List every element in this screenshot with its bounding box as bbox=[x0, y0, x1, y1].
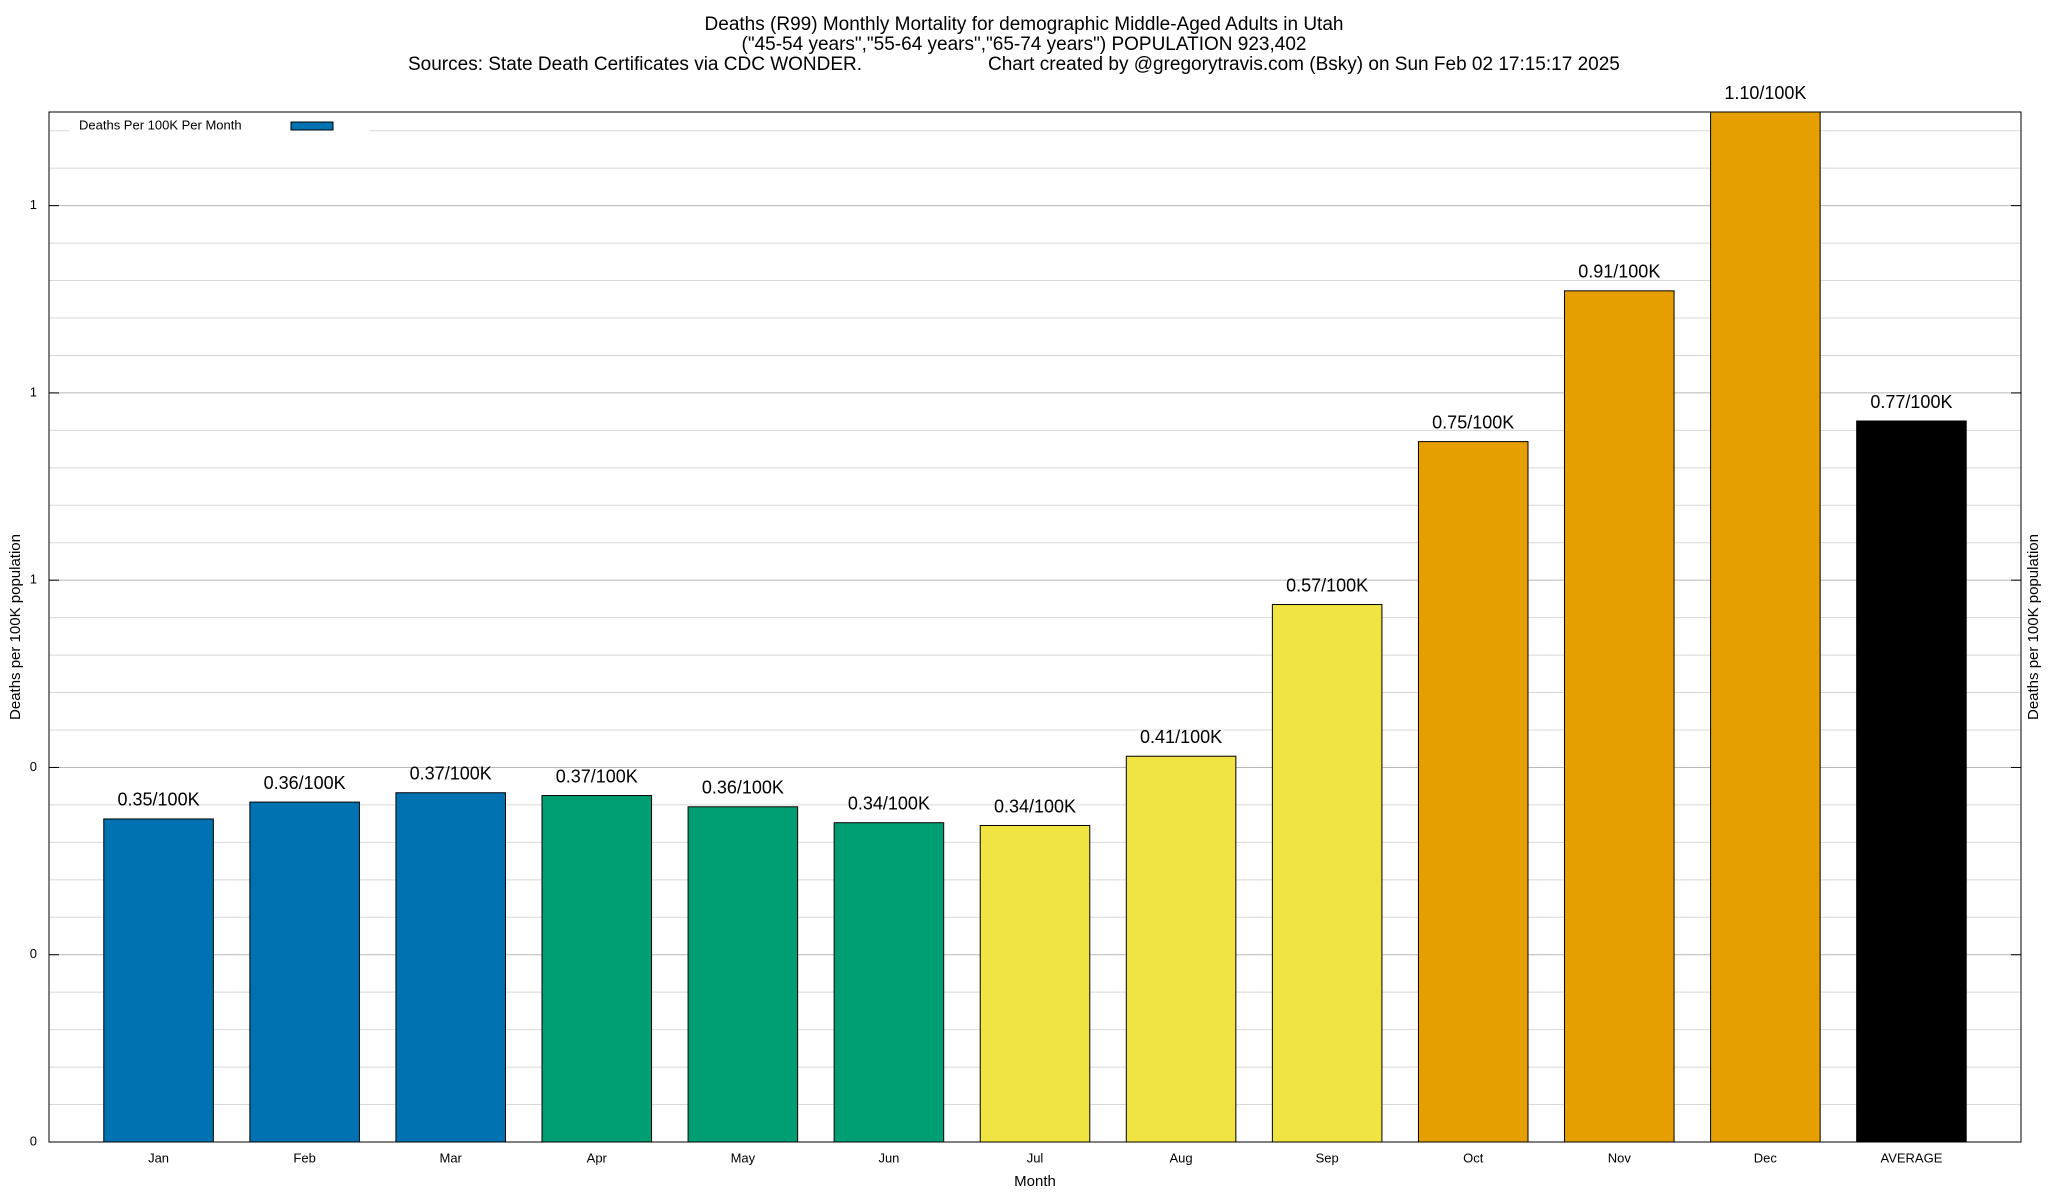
bar bbox=[1417, 441, 1529, 1143]
bar bbox=[1125, 755, 1237, 1143]
bar bbox=[1271, 604, 1383, 1143]
x-tick-label: Nov bbox=[1608, 1150, 1632, 1165]
x-tick-label: Mar bbox=[440, 1150, 463, 1165]
legend-swatch bbox=[290, 121, 334, 131]
bar bbox=[395, 792, 506, 1143]
value-label: 0.36/100K bbox=[264, 773, 346, 793]
legend-label: Deaths Per 100K Per Month bbox=[79, 117, 242, 132]
value-label: 0.37/100K bbox=[410, 763, 492, 783]
value-label: 0.57/100K bbox=[1286, 575, 1368, 595]
credit: Chart created by @gregorytravis.com (Bsk… bbox=[988, 54, 1620, 75]
legend-box bbox=[69, 116, 369, 136]
value-label: 0.34/100K bbox=[848, 793, 930, 813]
y-tick-label: 1 bbox=[30, 197, 37, 212]
y-tick-label: 1 bbox=[30, 572, 37, 587]
plot-frame bbox=[48, 111, 2022, 1143]
y-tick-label: 1 bbox=[30, 384, 37, 399]
x-tick-label: Dec bbox=[1754, 1150, 1778, 1165]
bar bbox=[249, 801, 360, 1143]
bar bbox=[1856, 420, 1967, 1143]
x-tick-label: May bbox=[731, 1150, 756, 1165]
chart-subtitle: ("45-54 years","55-64 years","65-74 year… bbox=[742, 34, 1307, 55]
x-tick-label: Jun bbox=[878, 1150, 899, 1165]
bar bbox=[1564, 290, 1675, 1143]
y-tick-label: 0 bbox=[30, 946, 37, 961]
bar bbox=[1710, 111, 1821, 1143]
source: Sources: State Death Certificates via CD… bbox=[408, 54, 862, 75]
x-tick-label: Feb bbox=[293, 1150, 315, 1165]
x-axis-label: Month bbox=[1014, 1173, 1056, 1190]
y-tick-label: 0 bbox=[30, 759, 37, 774]
y-tick-label: 0 bbox=[30, 1133, 37, 1148]
value-label: 1.10/100K bbox=[1724, 83, 1806, 103]
y-axis-label: Deaths per 100K population bbox=[7, 534, 24, 720]
x-tick-label: Jan bbox=[148, 1150, 169, 1165]
y2-axis-label: Deaths per 100K population bbox=[2025, 534, 2042, 720]
bar bbox=[833, 822, 945, 1143]
bar bbox=[687, 806, 799, 1143]
value-label: 0.34/100K bbox=[994, 796, 1076, 816]
bar bbox=[541, 795, 653, 1143]
x-tick-label: Sep bbox=[1316, 1150, 1339, 1165]
chart-title: Deaths (R99) Monthly Mortality for demog… bbox=[705, 14, 1344, 35]
x-tick-label: Oct bbox=[1463, 1150, 1484, 1165]
value-label: 0.37/100K bbox=[556, 766, 638, 786]
value-label: 0.75/100K bbox=[1432, 412, 1514, 432]
bar bbox=[979, 825, 1091, 1143]
value-label: 0.35/100K bbox=[118, 790, 200, 810]
x-tick-label: Aug bbox=[1170, 1150, 1193, 1165]
x-tick-label: AVERAGE bbox=[1880, 1150, 1942, 1165]
bar bbox=[103, 818, 214, 1143]
value-label: 0.77/100K bbox=[1870, 392, 1952, 412]
x-tick-label: Apr bbox=[587, 1150, 608, 1165]
value-label: 0.36/100K bbox=[702, 778, 784, 798]
value-label: 0.41/100K bbox=[1140, 727, 1222, 747]
value-label: 0.91/100K bbox=[1578, 262, 1660, 282]
x-tick-label: Jul bbox=[1027, 1150, 1044, 1165]
